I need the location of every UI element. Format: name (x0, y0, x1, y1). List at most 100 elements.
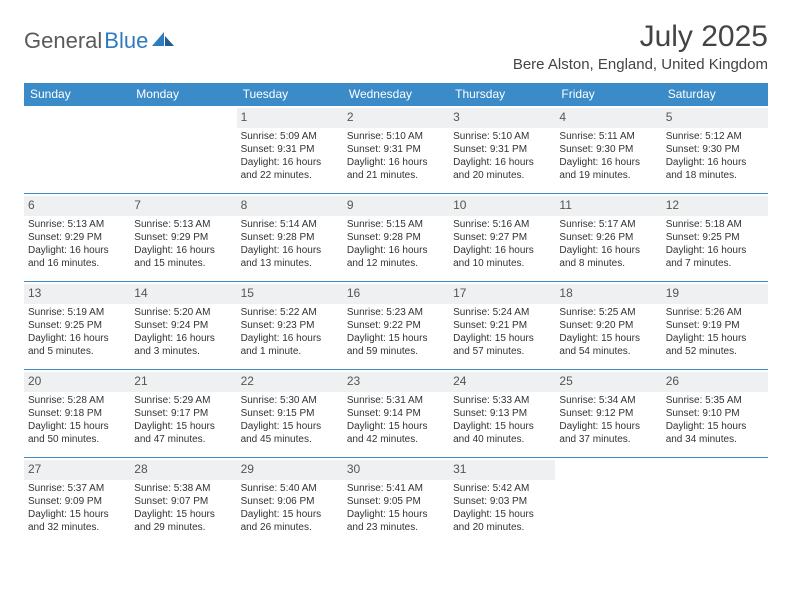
day-number: 15 (237, 284, 343, 304)
sunset-text: Sunset: 9:31 PM (241, 143, 339, 156)
sunrise-text: Sunrise: 5:19 AM (28, 306, 126, 319)
sunset-text: Sunset: 9:29 PM (28, 231, 126, 244)
sunrise-text: Sunrise: 5:22 AM (241, 306, 339, 319)
daylight-text: Daylight: 15 hours and 54 minutes. (559, 332, 657, 358)
location-subtitle: Bere Alston, England, United Kingdom (513, 56, 768, 73)
sunrise-text: Sunrise: 5:15 AM (347, 218, 445, 231)
calendar-day-cell: 28Sunrise: 5:38 AMSunset: 9:07 PMDayligh… (130, 458, 236, 546)
sunset-text: Sunset: 9:24 PM (134, 319, 232, 332)
daylight-text: Daylight: 15 hours and 29 minutes. (134, 508, 232, 534)
day-info: Sunrise: 5:14 AMSunset: 9:28 PMDaylight:… (241, 218, 339, 270)
day-number: 3 (449, 108, 555, 128)
day-info: Sunrise: 5:31 AMSunset: 9:14 PMDaylight:… (347, 394, 445, 446)
calendar-week-row: 6Sunrise: 5:13 AMSunset: 9:29 PMDaylight… (24, 194, 768, 282)
calendar-day-cell: 24Sunrise: 5:33 AMSunset: 9:13 PMDayligh… (449, 370, 555, 458)
sunset-text: Sunset: 9:23 PM (241, 319, 339, 332)
daylight-text: Daylight: 16 hours and 15 minutes. (134, 244, 232, 270)
sunrise-text: Sunrise: 5:09 AM (241, 130, 339, 143)
day-info: Sunrise: 5:33 AMSunset: 9:13 PMDaylight:… (453, 394, 551, 446)
day-info: Sunrise: 5:15 AMSunset: 9:28 PMDaylight:… (347, 218, 445, 270)
sunset-text: Sunset: 9:28 PM (347, 231, 445, 244)
daylight-text: Daylight: 16 hours and 5 minutes. (28, 332, 126, 358)
sunset-text: Sunset: 9:30 PM (559, 143, 657, 156)
logo-text-blue: Blue (104, 28, 148, 54)
day-info: Sunrise: 5:11 AMSunset: 9:30 PMDaylight:… (559, 130, 657, 182)
sunset-text: Sunset: 9:09 PM (28, 495, 126, 508)
day-info: Sunrise: 5:13 AMSunset: 9:29 PMDaylight:… (28, 218, 126, 270)
sunrise-text: Sunrise: 5:42 AM (453, 482, 551, 495)
daylight-text: Daylight: 16 hours and 3 minutes. (134, 332, 232, 358)
sunset-text: Sunset: 9:26 PM (559, 231, 657, 244)
day-info: Sunrise: 5:23 AMSunset: 9:22 PMDaylight:… (347, 306, 445, 358)
daylight-text: Daylight: 15 hours and 57 minutes. (453, 332, 551, 358)
sunset-text: Sunset: 9:27 PM (453, 231, 551, 244)
daylight-text: Daylight: 15 hours and 42 minutes. (347, 420, 445, 446)
sunrise-text: Sunrise: 5:17 AM (559, 218, 657, 231)
day-number: 11 (555, 196, 661, 216)
day-number: 13 (24, 284, 130, 304)
daylight-text: Daylight: 15 hours and 40 minutes. (453, 420, 551, 446)
sunrise-text: Sunrise: 5:13 AM (134, 218, 232, 231)
day-number: 16 (343, 284, 449, 304)
day-number: 12 (662, 196, 768, 216)
sunrise-text: Sunrise: 5:33 AM (453, 394, 551, 407)
calendar-week-row: 1Sunrise: 5:09 AMSunset: 9:31 PMDaylight… (24, 106, 768, 194)
day-info: Sunrise: 5:29 AMSunset: 9:17 PMDaylight:… (134, 394, 232, 446)
sunset-text: Sunset: 9:30 PM (666, 143, 764, 156)
calendar-day-cell: 1Sunrise: 5:09 AMSunset: 9:31 PMDaylight… (237, 106, 343, 194)
logo-sail-icon (152, 30, 174, 53)
sunset-text: Sunset: 9:19 PM (666, 319, 764, 332)
month-title: July 2025 (513, 20, 768, 54)
sunset-text: Sunset: 9:21 PM (453, 319, 551, 332)
day-number: 20 (24, 372, 130, 392)
calendar-day-cell: 19Sunrise: 5:26 AMSunset: 9:19 PMDayligh… (662, 282, 768, 370)
sunrise-text: Sunrise: 5:28 AM (28, 394, 126, 407)
day-info: Sunrise: 5:28 AMSunset: 9:18 PMDaylight:… (28, 394, 126, 446)
day-info: Sunrise: 5:16 AMSunset: 9:27 PMDaylight:… (453, 218, 551, 270)
calendar-day-cell: 4Sunrise: 5:11 AMSunset: 9:30 PMDaylight… (555, 106, 661, 194)
calendar-day-cell: 20Sunrise: 5:28 AMSunset: 9:18 PMDayligh… (24, 370, 130, 458)
sunrise-text: Sunrise: 5:23 AM (347, 306, 445, 319)
day-number: 1 (237, 108, 343, 128)
calendar-day-cell (130, 106, 236, 194)
sunset-text: Sunset: 9:25 PM (666, 231, 764, 244)
daylight-text: Daylight: 15 hours and 45 minutes. (241, 420, 339, 446)
sunset-text: Sunset: 9:06 PM (241, 495, 339, 508)
daylight-text: Daylight: 16 hours and 18 minutes. (666, 156, 764, 182)
weekday-header: Wednesday (343, 83, 449, 106)
day-number: 5 (662, 108, 768, 128)
sunset-text: Sunset: 9:15 PM (241, 407, 339, 420)
day-number: 22 (237, 372, 343, 392)
sunset-text: Sunset: 9:13 PM (453, 407, 551, 420)
daylight-text: Daylight: 16 hours and 16 minutes. (28, 244, 126, 270)
calendar-day-cell: 11Sunrise: 5:17 AMSunset: 9:26 PMDayligh… (555, 194, 661, 282)
day-number: 25 (555, 372, 661, 392)
sunrise-text: Sunrise: 5:31 AM (347, 394, 445, 407)
sunrise-text: Sunrise: 5:14 AM (241, 218, 339, 231)
day-info: Sunrise: 5:26 AMSunset: 9:19 PMDaylight:… (666, 306, 764, 358)
calendar-day-cell: 27Sunrise: 5:37 AMSunset: 9:09 PMDayligh… (24, 458, 130, 546)
day-info: Sunrise: 5:19 AMSunset: 9:25 PMDaylight:… (28, 306, 126, 358)
sunrise-text: Sunrise: 5:18 AM (666, 218, 764, 231)
sunset-text: Sunset: 9:29 PM (134, 231, 232, 244)
sunrise-text: Sunrise: 5:29 AM (134, 394, 232, 407)
weekday-header: Saturday (662, 83, 768, 106)
calendar-day-cell: 22Sunrise: 5:30 AMSunset: 9:15 PMDayligh… (237, 370, 343, 458)
day-info: Sunrise: 5:41 AMSunset: 9:05 PMDaylight:… (347, 482, 445, 534)
sunset-text: Sunset: 9:31 PM (453, 143, 551, 156)
day-info: Sunrise: 5:25 AMSunset: 9:20 PMDaylight:… (559, 306, 657, 358)
day-info: Sunrise: 5:24 AMSunset: 9:21 PMDaylight:… (453, 306, 551, 358)
daylight-text: Daylight: 16 hours and 19 minutes. (559, 156, 657, 182)
day-number: 29 (237, 460, 343, 480)
sunset-text: Sunset: 9:12 PM (559, 407, 657, 420)
day-number: 17 (449, 284, 555, 304)
logo-text-general: General (24, 28, 102, 54)
sunrise-text: Sunrise: 5:12 AM (666, 130, 764, 143)
day-number: 7 (130, 196, 236, 216)
day-number: 27 (24, 460, 130, 480)
day-info: Sunrise: 5:34 AMSunset: 9:12 PMDaylight:… (559, 394, 657, 446)
calendar-day-cell: 23Sunrise: 5:31 AMSunset: 9:14 PMDayligh… (343, 370, 449, 458)
day-info: Sunrise: 5:42 AMSunset: 9:03 PMDaylight:… (453, 482, 551, 534)
calendar-day-cell: 9Sunrise: 5:15 AMSunset: 9:28 PMDaylight… (343, 194, 449, 282)
calendar-day-cell (24, 106, 130, 194)
